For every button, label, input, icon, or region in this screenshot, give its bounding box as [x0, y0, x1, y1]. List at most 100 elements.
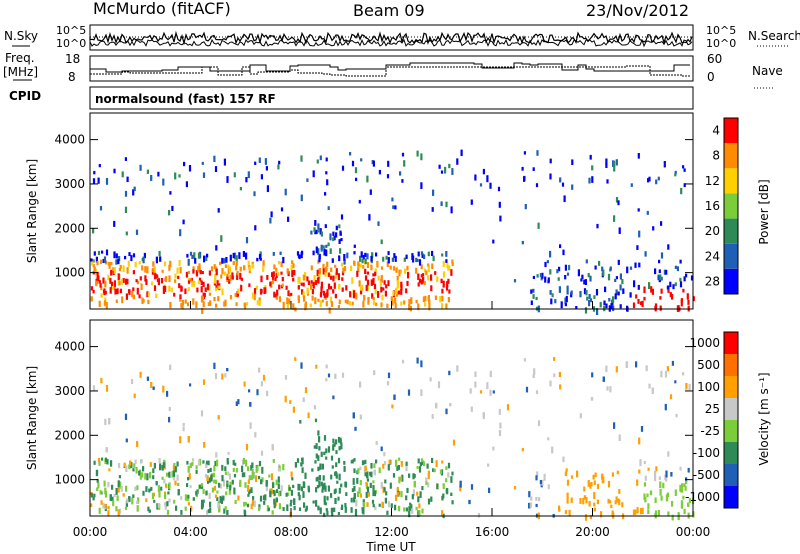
range-gate-cell	[585, 259, 588, 264]
range-gate-cell	[241, 465, 244, 473]
range-gate-cell	[648, 383, 651, 389]
range-gate-cell	[95, 469, 98, 477]
range-gate-cell	[570, 290, 573, 295]
range-gate-cell	[307, 487, 310, 493]
range-gate-cell	[315, 280, 318, 285]
range-gate-cell	[105, 447, 108, 453]
range-gate-cell	[685, 480, 688, 484]
range-gate-cell	[344, 481, 347, 487]
range-gate-cell	[643, 461, 646, 465]
range-gate-cell	[124, 255, 127, 260]
range-gate-cell	[147, 292, 150, 297]
range-gate-cell	[547, 437, 550, 441]
range-gate-cell	[449, 403, 452, 407]
range-gate-cell	[459, 484, 462, 492]
range-gate-cell	[391, 299, 394, 306]
range-gate-cell	[333, 235, 336, 241]
range-gate-cell	[404, 268, 407, 274]
range-gate-cell	[200, 280, 203, 286]
range-gate-cell	[654, 497, 657, 504]
range-gate-cell	[213, 472, 216, 478]
range-gate-cell	[362, 254, 365, 260]
range-gate-cell	[452, 439, 456, 446]
xtick-label: 16:00	[475, 525, 510, 539]
range-gate-cell	[324, 192, 327, 196]
colorbar-swatch	[724, 398, 738, 420]
range-gate-cell	[406, 265, 409, 271]
range-gate-cell	[440, 278, 443, 284]
range-gate-cell	[405, 465, 408, 472]
range-gate-cell	[323, 482, 326, 490]
range-gate-cell	[383, 461, 387, 466]
range-gate-cell	[397, 290, 400, 295]
range-gate-cell	[228, 279, 231, 284]
range-gate-cell	[214, 373, 218, 380]
range-gate-cell	[196, 287, 199, 293]
range-gate-cell	[528, 491, 531, 498]
range-gate-cell	[179, 436, 182, 444]
range-gate-cell	[615, 159, 618, 166]
range-gate-cell	[647, 503, 650, 510]
range-gate-cell	[302, 397, 305, 402]
range-gate-cell	[643, 482, 647, 487]
range-gate-cell	[330, 474, 333, 480]
colorbar-swatch	[724, 332, 738, 354]
range-gate-cell	[96, 274, 99, 281]
range-gate-cell	[98, 461, 101, 466]
range-gate-cell	[348, 301, 351, 306]
range-gate-cell	[589, 154, 592, 160]
range-gate-cell	[373, 283, 377, 290]
range-gate-cell	[445, 408, 448, 415]
range-gate-cell	[364, 268, 367, 275]
range-gate-cell	[216, 490, 219, 494]
range-gate-cell	[93, 251, 96, 256]
range-gate-cell	[613, 165, 616, 172]
range-gate-cell	[95, 282, 98, 287]
range-gate-cell	[682, 288, 685, 293]
range-gate-cell	[685, 273, 688, 278]
range-gate-cell	[109, 494, 112, 501]
range-gate-cell	[247, 260, 250, 268]
range-gate-cell	[331, 465, 334, 469]
range-gate-cell	[120, 279, 123, 285]
range-gate-cell	[397, 465, 400, 470]
range-gate-cell	[395, 291, 399, 297]
colorbar-swatch	[724, 268, 738, 294]
range-gate-cell	[688, 383, 691, 391]
range-gate-cell	[124, 506, 128, 511]
range-gate-cell	[684, 486, 687, 491]
range-gate-cell	[665, 470, 668, 478]
colorbar-tick: 500	[697, 358, 720, 372]
range-gate-cell	[125, 438, 128, 443]
range-gate-cell	[203, 442, 206, 448]
range-gate-cell	[622, 288, 625, 294]
range-gate-cell	[358, 487, 361, 494]
range-gate-cell	[386, 381, 390, 386]
range-gate-cell	[679, 466, 682, 471]
range-gate-cell	[562, 249, 565, 256]
range-gate-cell	[95, 256, 98, 263]
range-gate-cell	[109, 287, 112, 294]
freq-label-2: [MHz]	[3, 65, 38, 79]
range-gate-cell	[617, 200, 620, 206]
range-gate-cell	[183, 161, 186, 167]
range-gate-cell	[304, 301, 307, 309]
range-gate-cell	[405, 495, 408, 501]
range-gate-cell	[125, 465, 128, 473]
range-gate-cell	[297, 492, 300, 497]
range-gate-cell	[232, 260, 235, 265]
range-gate-cell	[350, 497, 353, 503]
range-gate-cell	[141, 472, 144, 478]
range-gate-cell	[521, 166, 524, 171]
range-gate-cell	[535, 497, 538, 501]
range-gate-cell	[532, 167, 535, 171]
range-gate-cell	[621, 502, 624, 508]
range-gate-cell	[223, 258, 226, 264]
range-gate-cell	[131, 379, 134, 384]
range-gate-cell	[235, 401, 238, 406]
range-gate-cell	[239, 272, 242, 280]
range-gate-cell	[182, 426, 185, 432]
range-gate-cell	[400, 490, 403, 498]
range-gate-cell	[231, 479, 234, 485]
range-gate-cell	[615, 496, 618, 503]
